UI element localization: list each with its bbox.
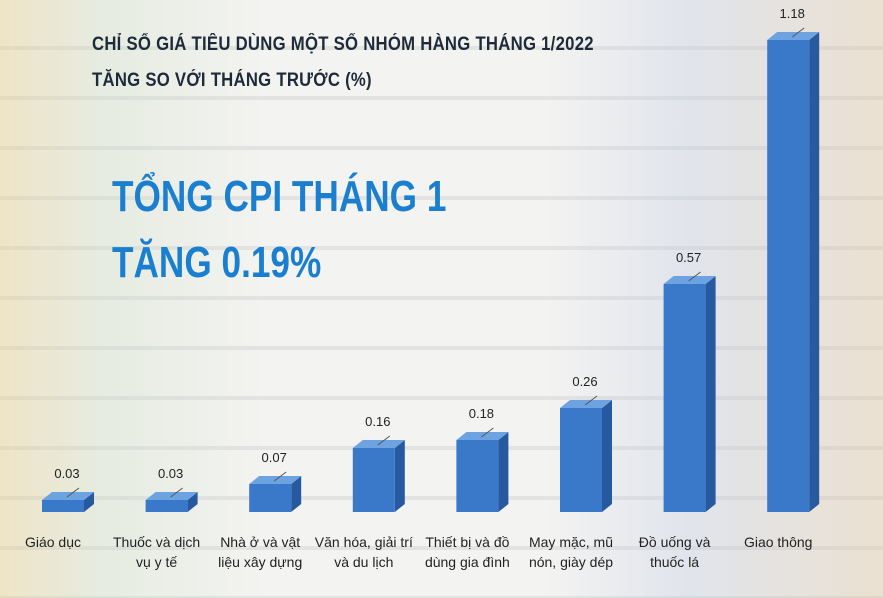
value-label: 0.03 (54, 466, 79, 481)
leader-line (377, 435, 391, 446)
x-tick-label: Thuốc và dịch vụ y tế (113, 534, 201, 570)
x-tick-label: Giáo dục (24, 534, 82, 550)
x-tick-label: Giao thông (743, 534, 813, 550)
x-tick-label: Văn hóa, giải trí và du lịch (314, 534, 413, 570)
value-label: 0.07 (262, 450, 287, 465)
bar (352, 440, 405, 512)
bar (456, 432, 509, 512)
leader-line (791, 27, 805, 38)
value-label: 0.16 (365, 414, 390, 429)
x-tick-label: Thiết bị và đồ dùng gia đình (424, 534, 510, 570)
leader-line (481, 427, 494, 438)
value-label: 0.03 (158, 466, 183, 481)
annotation: TĂNG 0.19% (112, 238, 322, 287)
leader-line (66, 487, 80, 498)
bar (560, 400, 612, 512)
bar (145, 492, 198, 512)
leader-line (688, 271, 701, 282)
leader-line (584, 395, 598, 406)
chart-title: CHỈ SỐ GIÁ TIÊU DÙNG MỘT SỐ NHÓM HÀNG TH… (92, 34, 594, 55)
leader-line (170, 487, 183, 498)
x-tick-label: Nhà ở và vật liệu xây dựng (218, 534, 303, 570)
bar (663, 276, 716, 512)
x-tick-label: Đồ uống và thuốc lá (638, 534, 711, 570)
value-label: 0.57 (676, 250, 701, 265)
bar (42, 492, 94, 512)
value-label: 1.18 (780, 6, 805, 21)
value-label: 0.18 (469, 406, 494, 421)
x-tick-label: May mặc, mũ nón, giày dép (528, 534, 614, 570)
annotation: TỔNG CPI THÁNG 1 (112, 172, 447, 221)
value-label: 0.26 (572, 374, 597, 389)
bar (249, 476, 302, 512)
leader-line (273, 471, 287, 482)
chart-subtitle: TĂNG SO VỚI THÁNG TRƯỚC (%) (92, 70, 372, 91)
bar (767, 32, 820, 512)
